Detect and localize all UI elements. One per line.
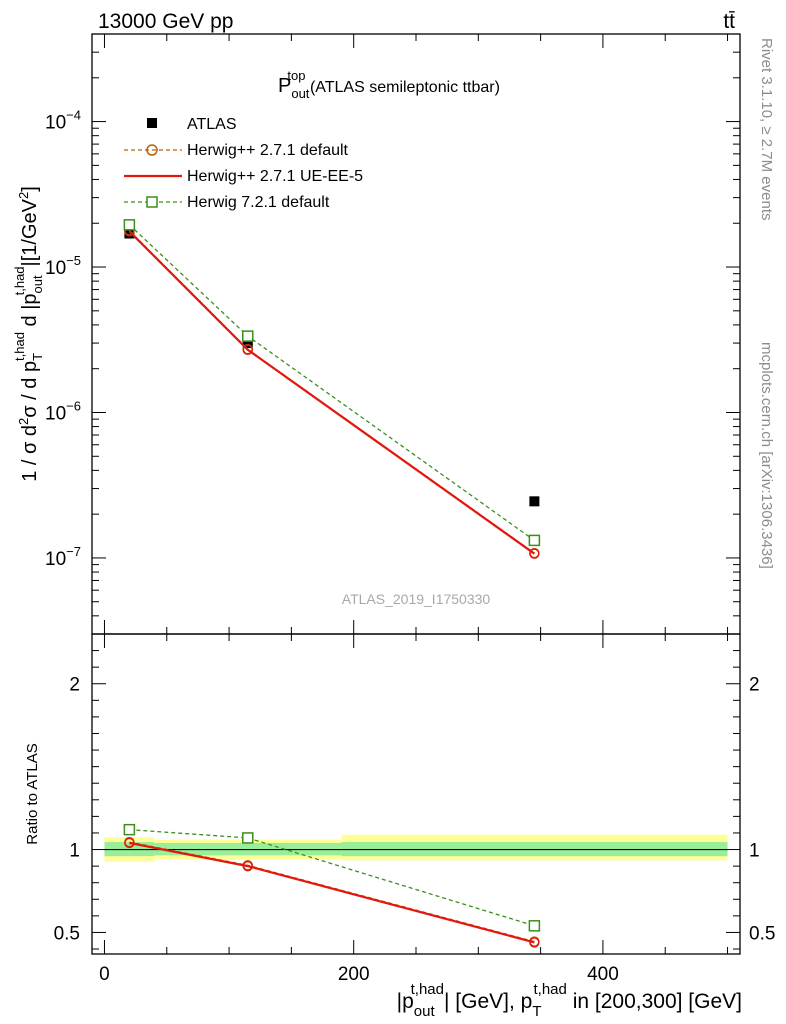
x-tick-label-0: 0: [99, 964, 110, 985]
ratio-series-point-1-0: [124, 837, 135, 849]
main-series-point-3-1: [242, 330, 254, 342]
title-sub: out: [291, 86, 309, 101]
rivet-version-label: Rivet 3.1.10, ≥ 2.7M events: [758, 38, 775, 221]
ratio-y-tick-label-left-0: 0.5: [54, 923, 80, 944]
ratio-series-point-2-0: [123, 823, 136, 836]
mcplots-label: mcplots.cern.ch [arXiv:1306.3436]: [758, 342, 775, 569]
main-series-point-2-2: [529, 548, 540, 559]
x-tick-label-1: 200: [338, 964, 370, 985]
legend-label-herwigpp-ueee5: Herwig++ 2.7.1 UE-EE-5: [187, 168, 363, 185]
legend-marker-herwigpp-default: [146, 144, 158, 156]
legend-label-herwig7-default: Herwig 7.2.1 default: [187, 194, 330, 211]
axis-ticks: 0 200 400 10−7 10−6 10−5 10−4 0.5 0.5 1 1 2 2: [45, 33, 775, 985]
main-series: [123, 219, 541, 559]
ratio-y-tick-label-right-2: 2: [749, 675, 760, 696]
main-series-line-2: [128, 230, 536, 555]
ratio-y-tick-label-right-1: 1: [749, 841, 760, 862]
main-y-axis-label: 1 / σ d2σ / d pTt,had d |poutt,had|[1/Ge…: [12, 186, 45, 482]
main-series-line-3: [128, 224, 535, 541]
main-y-tick-label-0: 10−7: [45, 544, 81, 570]
ratio-series-line-1: [129, 841, 535, 944]
title-main: P: [278, 75, 291, 97]
main-series-point-3-2: [528, 534, 541, 547]
process-label: tt̄: [723, 10, 735, 33]
ratio-series: [123, 823, 541, 948]
ratio-series-point-1-2: [529, 937, 540, 948]
main-y-tick-label-2: 10−5: [45, 253, 81, 279]
main-series-point-0-1: [242, 338, 253, 349]
legend-marker-herwig7-default: [146, 196, 158, 208]
ratio-uncertainty-bands: [104, 834, 728, 862]
title-sup: top: [287, 68, 305, 83]
ratio-series-point-2-1: [242, 832, 254, 844]
main-y-tick-label-1: 10−6: [45, 398, 81, 424]
ratio-y-tick-label-right-0: 0.5: [749, 923, 775, 944]
ratio-series-point-2-2: [528, 920, 541, 932]
main-series-point-3-0: [123, 219, 136, 231]
x-tick-label-2: 400: [587, 964, 619, 985]
main-series-point-0-0: [124, 228, 135, 239]
main-series-point-0-2: [529, 496, 540, 507]
energy-label: 13000 GeV pp: [98, 10, 233, 33]
chart-title: Pout top (ATLAS semileptonic ttbar): [278, 68, 500, 101]
legend: ATLAS Herwig++ 2.7.1 default Herwig++ 2.…: [124, 116, 363, 211]
legend-label-herwigpp-default: Herwig++ 2.7.1 default: [187, 142, 349, 159]
ratio-y-axis-label: Ratio to ATLAS: [24, 743, 41, 844]
ratio-plot-frame: [91, 633, 741, 955]
title-rest: (ATLAS semileptonic ttbar): [306, 79, 500, 96]
main-series-line-1: [128, 230, 535, 554]
main-series-point-2-1: [242, 344, 254, 355]
x-axis-label: |poutt,had| [GeV], pTt,had in [200,300] …: [397, 981, 742, 1020]
ratio-y-tick-label-left-1: 1: [69, 841, 80, 862]
main-y-tick-label-3: 10−4: [45, 108, 81, 134]
ratio-series-line-2: [129, 828, 535, 927]
watermark: ATLAS_2019_I1750330: [342, 591, 491, 607]
legend-marker-atlas: [147, 118, 157, 128]
legend-label-atlas: ATLAS: [187, 116, 237, 133]
ratio-y-tick-label-left-2: 2: [69, 675, 80, 696]
ratio-series-point-1-1: [242, 860, 254, 872]
